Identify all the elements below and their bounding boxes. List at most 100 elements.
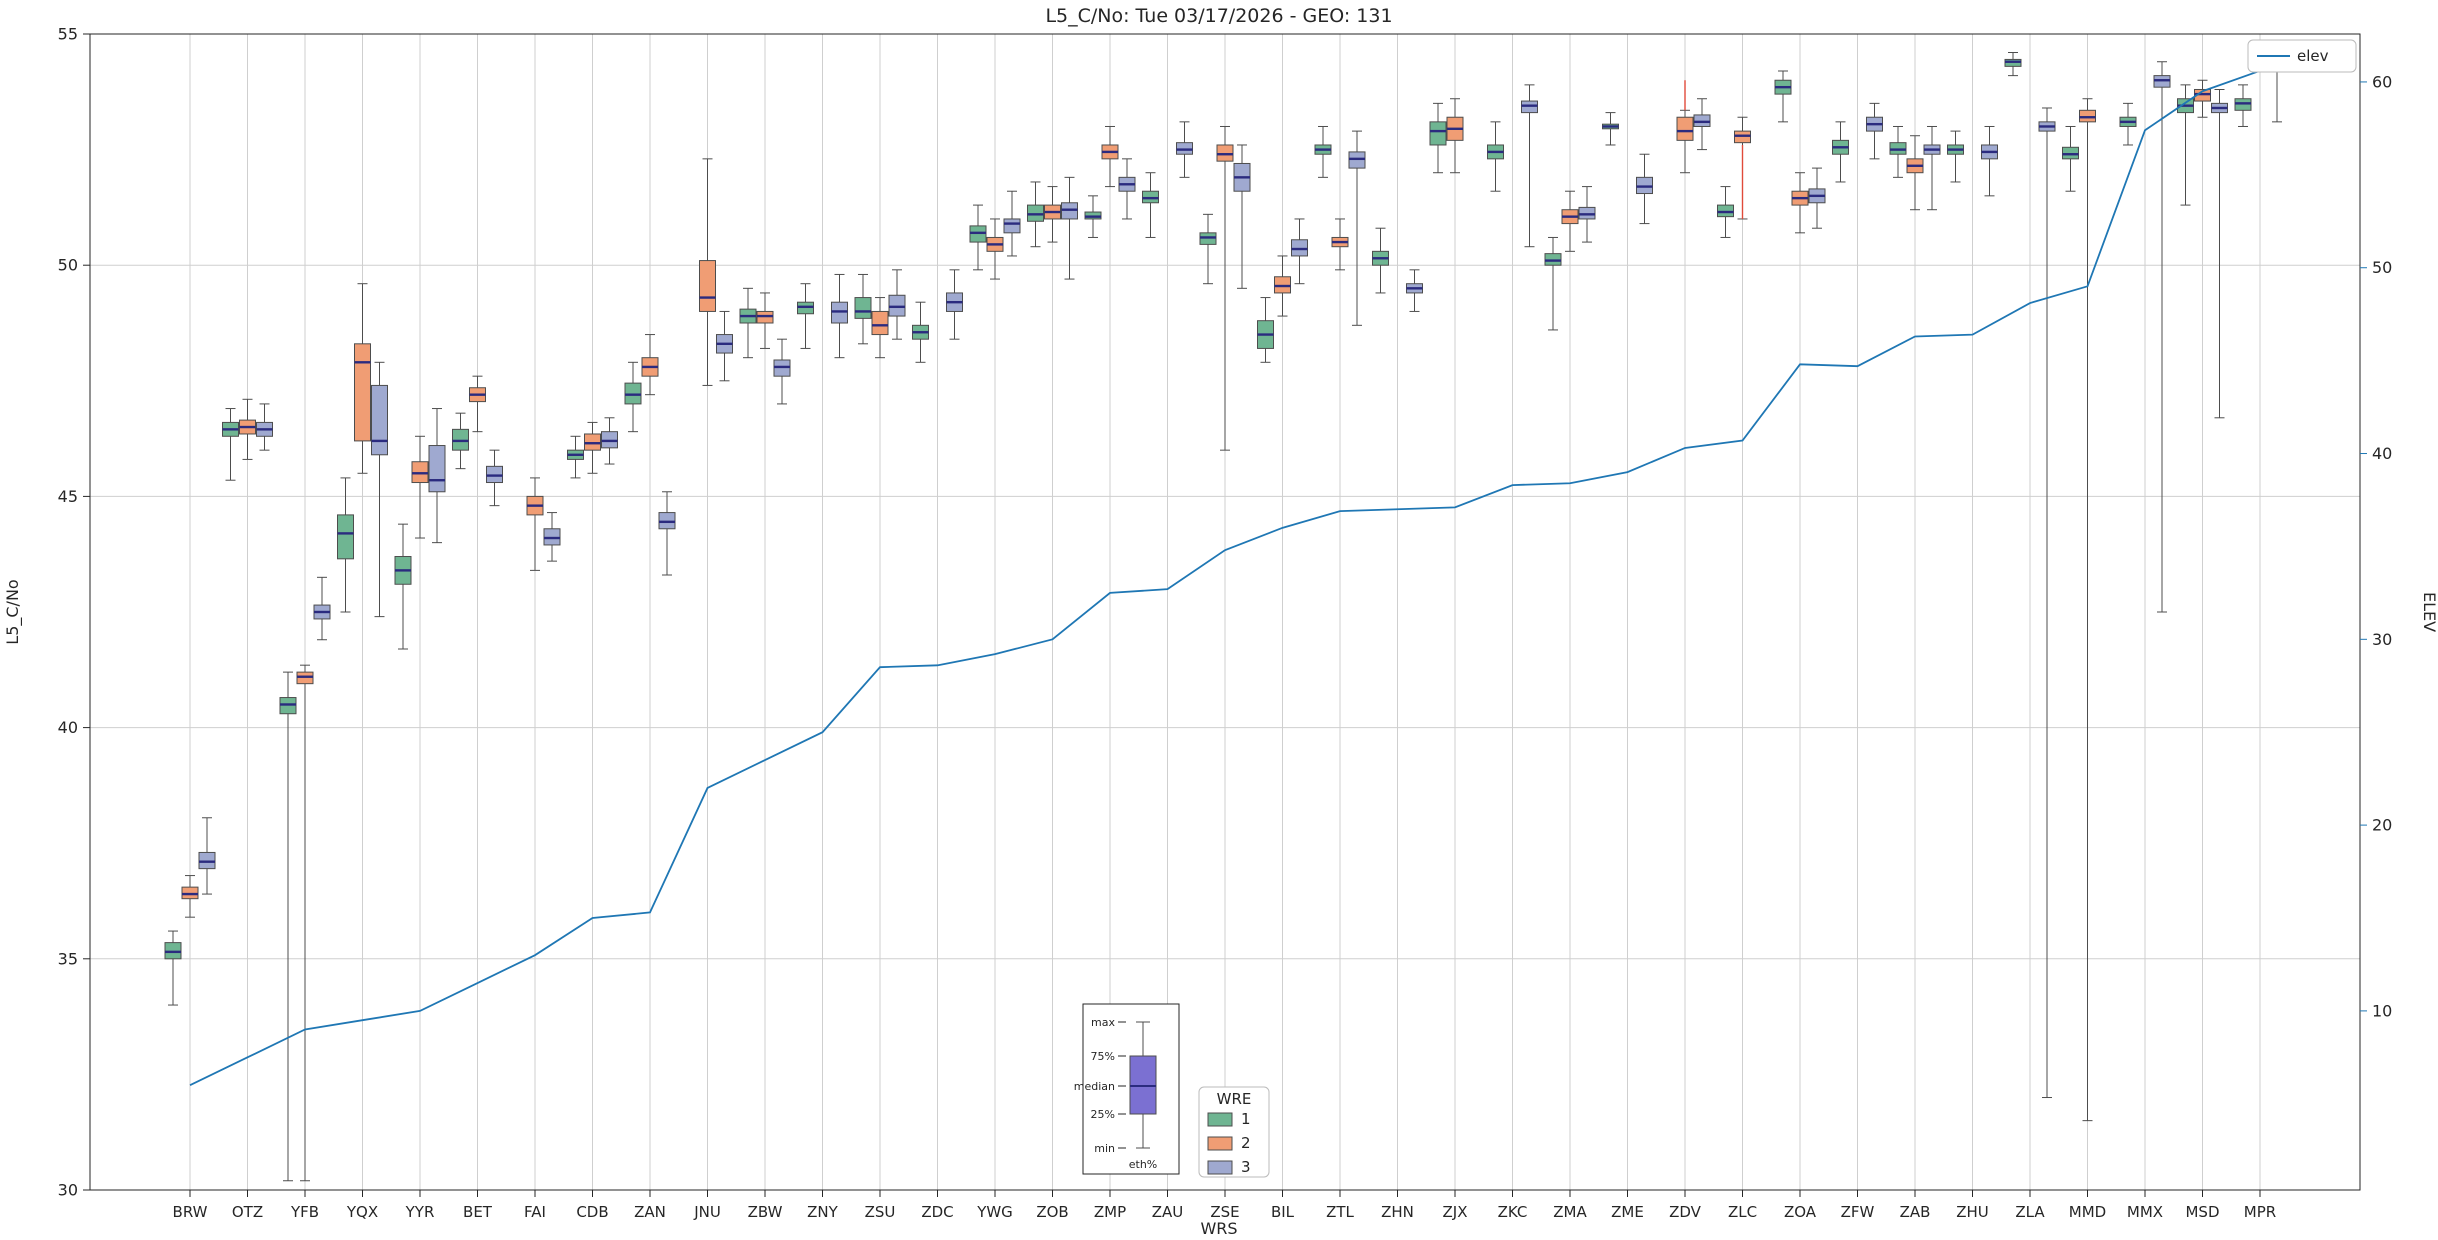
box-wre-1 xyxy=(337,514,354,560)
station-boxes-ZSU xyxy=(854,269,906,359)
x-tick-label: YQX xyxy=(346,1203,378,1221)
x-tick-label: ZME xyxy=(1611,1203,1644,1221)
elev-legend-box xyxy=(2247,39,2357,73)
box-wre-2 xyxy=(871,310,889,336)
station-boxes-ZOA xyxy=(1774,70,1826,234)
box-wre-2 xyxy=(1676,116,1694,141)
x-tick-label: ZDV xyxy=(1669,1203,1702,1221)
station-boxes-MMX xyxy=(2119,61,2171,613)
box-wre-3 xyxy=(371,384,388,456)
y-right-tick-label: 20 xyxy=(2372,816,2392,835)
x-tick-label: BRW xyxy=(173,1203,208,1221)
station-boxes-MSD xyxy=(2177,79,2228,419)
station-boxes-CDB xyxy=(567,417,618,479)
box-wre-1 xyxy=(1429,121,1447,146)
boxplots xyxy=(164,45,2286,1182)
station-boxes-ZBW xyxy=(739,287,791,405)
station-boxes-ZAN xyxy=(624,334,676,576)
gridlines xyxy=(90,34,2360,1190)
y-left-tick-label: 30 xyxy=(58,1181,78,1200)
elev-legend-label: elev xyxy=(2297,47,2329,65)
station-boxes-ZHU xyxy=(1947,125,1998,197)
station-boxes-ZMP xyxy=(1084,125,1136,238)
y-left-tick-label: 50 xyxy=(58,256,78,275)
y-left-tick-label: 55 xyxy=(58,25,78,44)
x-tick-label: ZTL xyxy=(1326,1203,1354,1221)
x-tick-label: ZMA xyxy=(1553,1203,1587,1221)
y-axis-label-right: ELEV xyxy=(2420,592,2438,632)
wre-legend-swatch-3 xyxy=(1207,1160,1233,1175)
wre-legend: WRE 1 2 3 xyxy=(1198,1086,1270,1178)
station-boxes-JNU xyxy=(699,158,733,386)
x-tick-label: YWG xyxy=(976,1203,1013,1221)
station-boxes-YYR xyxy=(394,408,446,650)
station-boxes-ZSE xyxy=(1199,125,1251,451)
x-tick-label: ZOB xyxy=(1036,1203,1068,1221)
inset-label-25: 25% xyxy=(1091,1108,1115,1121)
x-tick-label: BET xyxy=(463,1203,493,1221)
wre-legend-label-1: 1 xyxy=(1241,1110,1251,1128)
wre-legend-title: WRE xyxy=(1217,1090,1252,1108)
wre-legend-swatch-1 xyxy=(1207,1112,1233,1127)
station-boxes-ZMA xyxy=(1544,186,1596,331)
box-wre-2 xyxy=(699,260,716,312)
station-boxes-BET xyxy=(452,375,503,507)
wre-legend-swatch-2 xyxy=(1207,1136,1233,1151)
station-boxes-ZAU xyxy=(1142,121,1193,238)
x-tick-label: ZJX xyxy=(1443,1203,1468,1221)
x-tick-label: ZLC xyxy=(1728,1203,1757,1221)
box-wre-3 xyxy=(428,445,446,493)
station-boxes-BIL xyxy=(1257,218,1308,363)
station-boxes-ZME xyxy=(1602,112,1653,225)
boxplot-anatomy-inset: max 75% median 25% min eth% xyxy=(1074,1003,1180,1175)
x-tick-label: MMD xyxy=(2069,1203,2106,1221)
y-right-tick-label: 10 xyxy=(2372,1001,2392,1020)
y-axis-label-left: L5_C/No xyxy=(3,579,23,644)
y-right-tick-label: 60 xyxy=(2372,72,2392,91)
x-tick-label: FAI xyxy=(524,1203,546,1221)
x-tick-label: YYR xyxy=(405,1203,435,1221)
x-tick-label: CDB xyxy=(576,1203,608,1221)
x-tick-label: OTZ xyxy=(232,1203,263,1221)
wre-legend-box xyxy=(1198,1086,1270,1178)
x-tick-label: ZHN xyxy=(1381,1203,1414,1221)
box-wre-3 xyxy=(1003,218,1021,234)
red-whisker-segments xyxy=(1684,80,1744,219)
x-tick-label: BIL xyxy=(1271,1203,1295,1221)
station-boxes-ZLC xyxy=(1717,116,1751,238)
elev-line xyxy=(189,69,2261,1087)
x-tick-label: ZSE xyxy=(1210,1203,1239,1221)
station-boxes-YWG xyxy=(969,190,1021,280)
x-tick-label: MSD xyxy=(2185,1203,2219,1221)
station-boxes-YQX xyxy=(337,283,388,618)
wre-legend-label-3: 3 xyxy=(1241,1158,1251,1176)
chart-title: L5_C/No: Tue 03/17/2026 - GEO: 131 xyxy=(1045,5,1392,27)
x-tick-label: ZKC xyxy=(1498,1203,1528,1221)
station-boxes-BRW xyxy=(164,817,216,1006)
station-boxes-ZLA xyxy=(2004,51,2056,1099)
y-left-tick-label: 45 xyxy=(58,487,78,506)
station-boxes-YFB xyxy=(279,576,331,1182)
x-axis-label: WRS xyxy=(1200,1219,1237,1238)
station-boxes-FAI xyxy=(526,477,561,571)
station-boxes-ZHN xyxy=(1372,227,1423,312)
x-tick-label: ZAU xyxy=(1152,1203,1184,1221)
x-tick-label: MPR xyxy=(2244,1203,2276,1221)
x-tick-label: MMX xyxy=(2127,1203,2163,1221)
x-tick-label: ZMP xyxy=(1094,1203,1126,1221)
inset-label-max: max xyxy=(1091,1016,1115,1029)
y-left-tick-label: 35 xyxy=(58,949,78,968)
station-boxes-ZDV xyxy=(1676,98,1711,174)
x-tick-label: ZNY xyxy=(807,1203,838,1221)
x-tick-label: YFB xyxy=(290,1203,319,1221)
station-boxes-ZOB xyxy=(1027,176,1078,280)
inset-label-median: median xyxy=(1074,1080,1115,1093)
axes-ticks: 30 35 40 45 50 55 10 20 30 40 50 60 BRW OTZ YFB YQX YYR B… xyxy=(58,25,2393,1222)
x-tick-label: ZFW xyxy=(1841,1203,1875,1221)
wre-legend-label-2: 2 xyxy=(1241,1134,1251,1152)
box-wre-1 xyxy=(854,297,872,319)
y-right-tick-label: 30 xyxy=(2372,630,2392,649)
station-boxes-MMD xyxy=(2062,98,2096,1122)
